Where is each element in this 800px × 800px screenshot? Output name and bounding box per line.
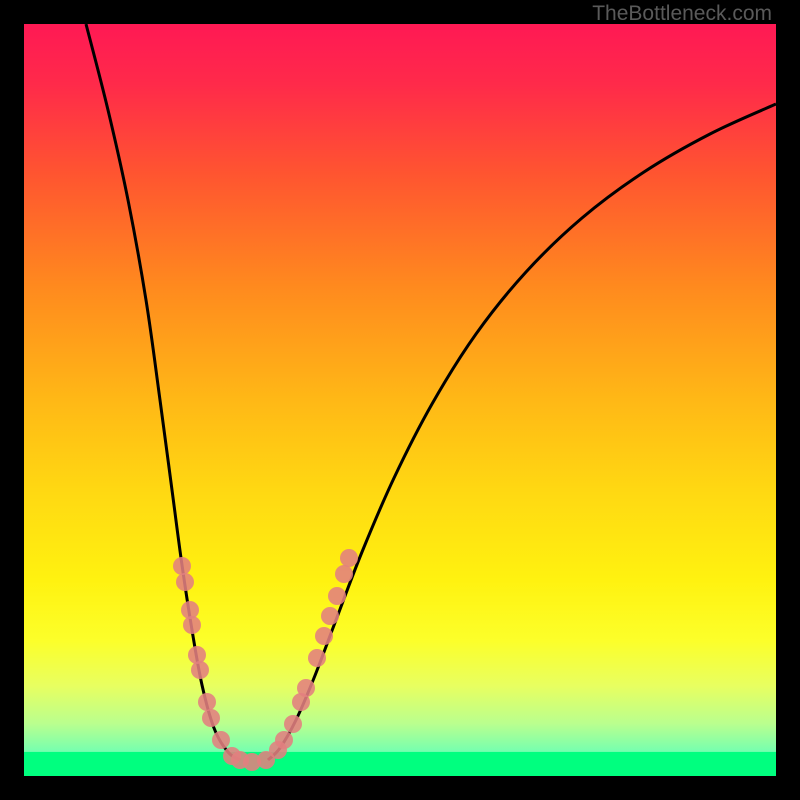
- scatter-point: [173, 557, 191, 575]
- scatter-point: [188, 646, 206, 664]
- scatter-point: [335, 565, 353, 583]
- scatter-point: [191, 661, 209, 679]
- scatter-point: [212, 731, 230, 749]
- scatter-point: [198, 693, 216, 711]
- bottleneck-chart: [0, 0, 800, 800]
- scatter-point: [297, 679, 315, 697]
- scatter-point: [275, 731, 293, 749]
- scatter-point: [321, 607, 339, 625]
- scatter-point: [284, 715, 302, 733]
- scatter-point: [202, 709, 220, 727]
- scatter-point: [328, 587, 346, 605]
- scatter-point: [340, 549, 358, 567]
- scatter-point: [315, 627, 333, 645]
- plot-background: [24, 24, 776, 776]
- bottom-solid-band: [24, 752, 776, 776]
- scatter-point: [183, 616, 201, 634]
- scatter-point: [308, 649, 326, 667]
- watermark-text: TheBottleneck.com: [592, 2, 772, 26]
- scatter-point: [176, 573, 194, 591]
